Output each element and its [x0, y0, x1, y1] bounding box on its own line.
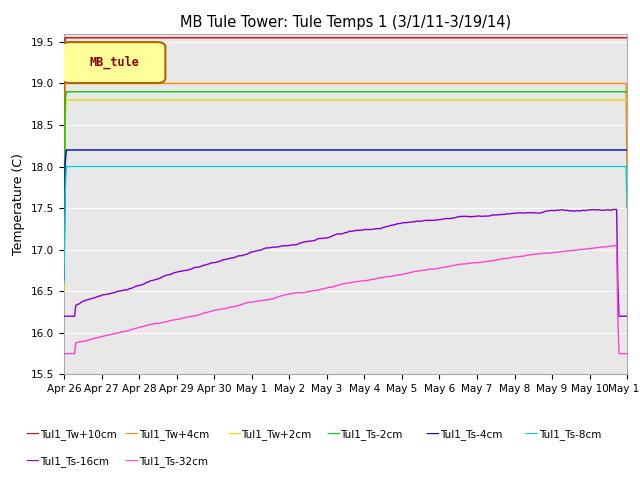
Text: Tul1_Ts-8cm: Tul1_Ts-8cm [539, 429, 601, 440]
Y-axis label: Temperature (C): Temperature (C) [12, 153, 26, 255]
Text: —: — [26, 455, 39, 469]
Text: Tul1_Ts-4cm: Tul1_Ts-4cm [440, 429, 502, 440]
Text: —: — [227, 427, 241, 442]
Text: —: — [26, 427, 39, 442]
Title: MB Tule Tower: Tule Temps 1 (3/1/11-3/19/14): MB Tule Tower: Tule Temps 1 (3/1/11-3/19… [180, 15, 511, 30]
Text: Tul1_Tw+10cm: Tul1_Tw+10cm [40, 429, 116, 440]
Text: MB_tule: MB_tule [90, 56, 140, 69]
Text: —: — [525, 427, 538, 442]
Text: Tul1_Ts-2cm: Tul1_Ts-2cm [340, 429, 403, 440]
Text: —: — [426, 427, 439, 442]
Text: —: — [125, 427, 138, 442]
Text: Tul1_Tw+2cm: Tul1_Tw+2cm [241, 429, 312, 440]
Text: Tul1_Tw+4cm: Tul1_Tw+4cm [139, 429, 209, 440]
Text: —: — [326, 427, 340, 442]
FancyBboxPatch shape [61, 42, 165, 83]
Text: Tul1_Ts-32cm: Tul1_Ts-32cm [139, 456, 208, 467]
Text: —: — [125, 455, 138, 469]
Text: Tul1_Ts-16cm: Tul1_Ts-16cm [40, 456, 109, 467]
